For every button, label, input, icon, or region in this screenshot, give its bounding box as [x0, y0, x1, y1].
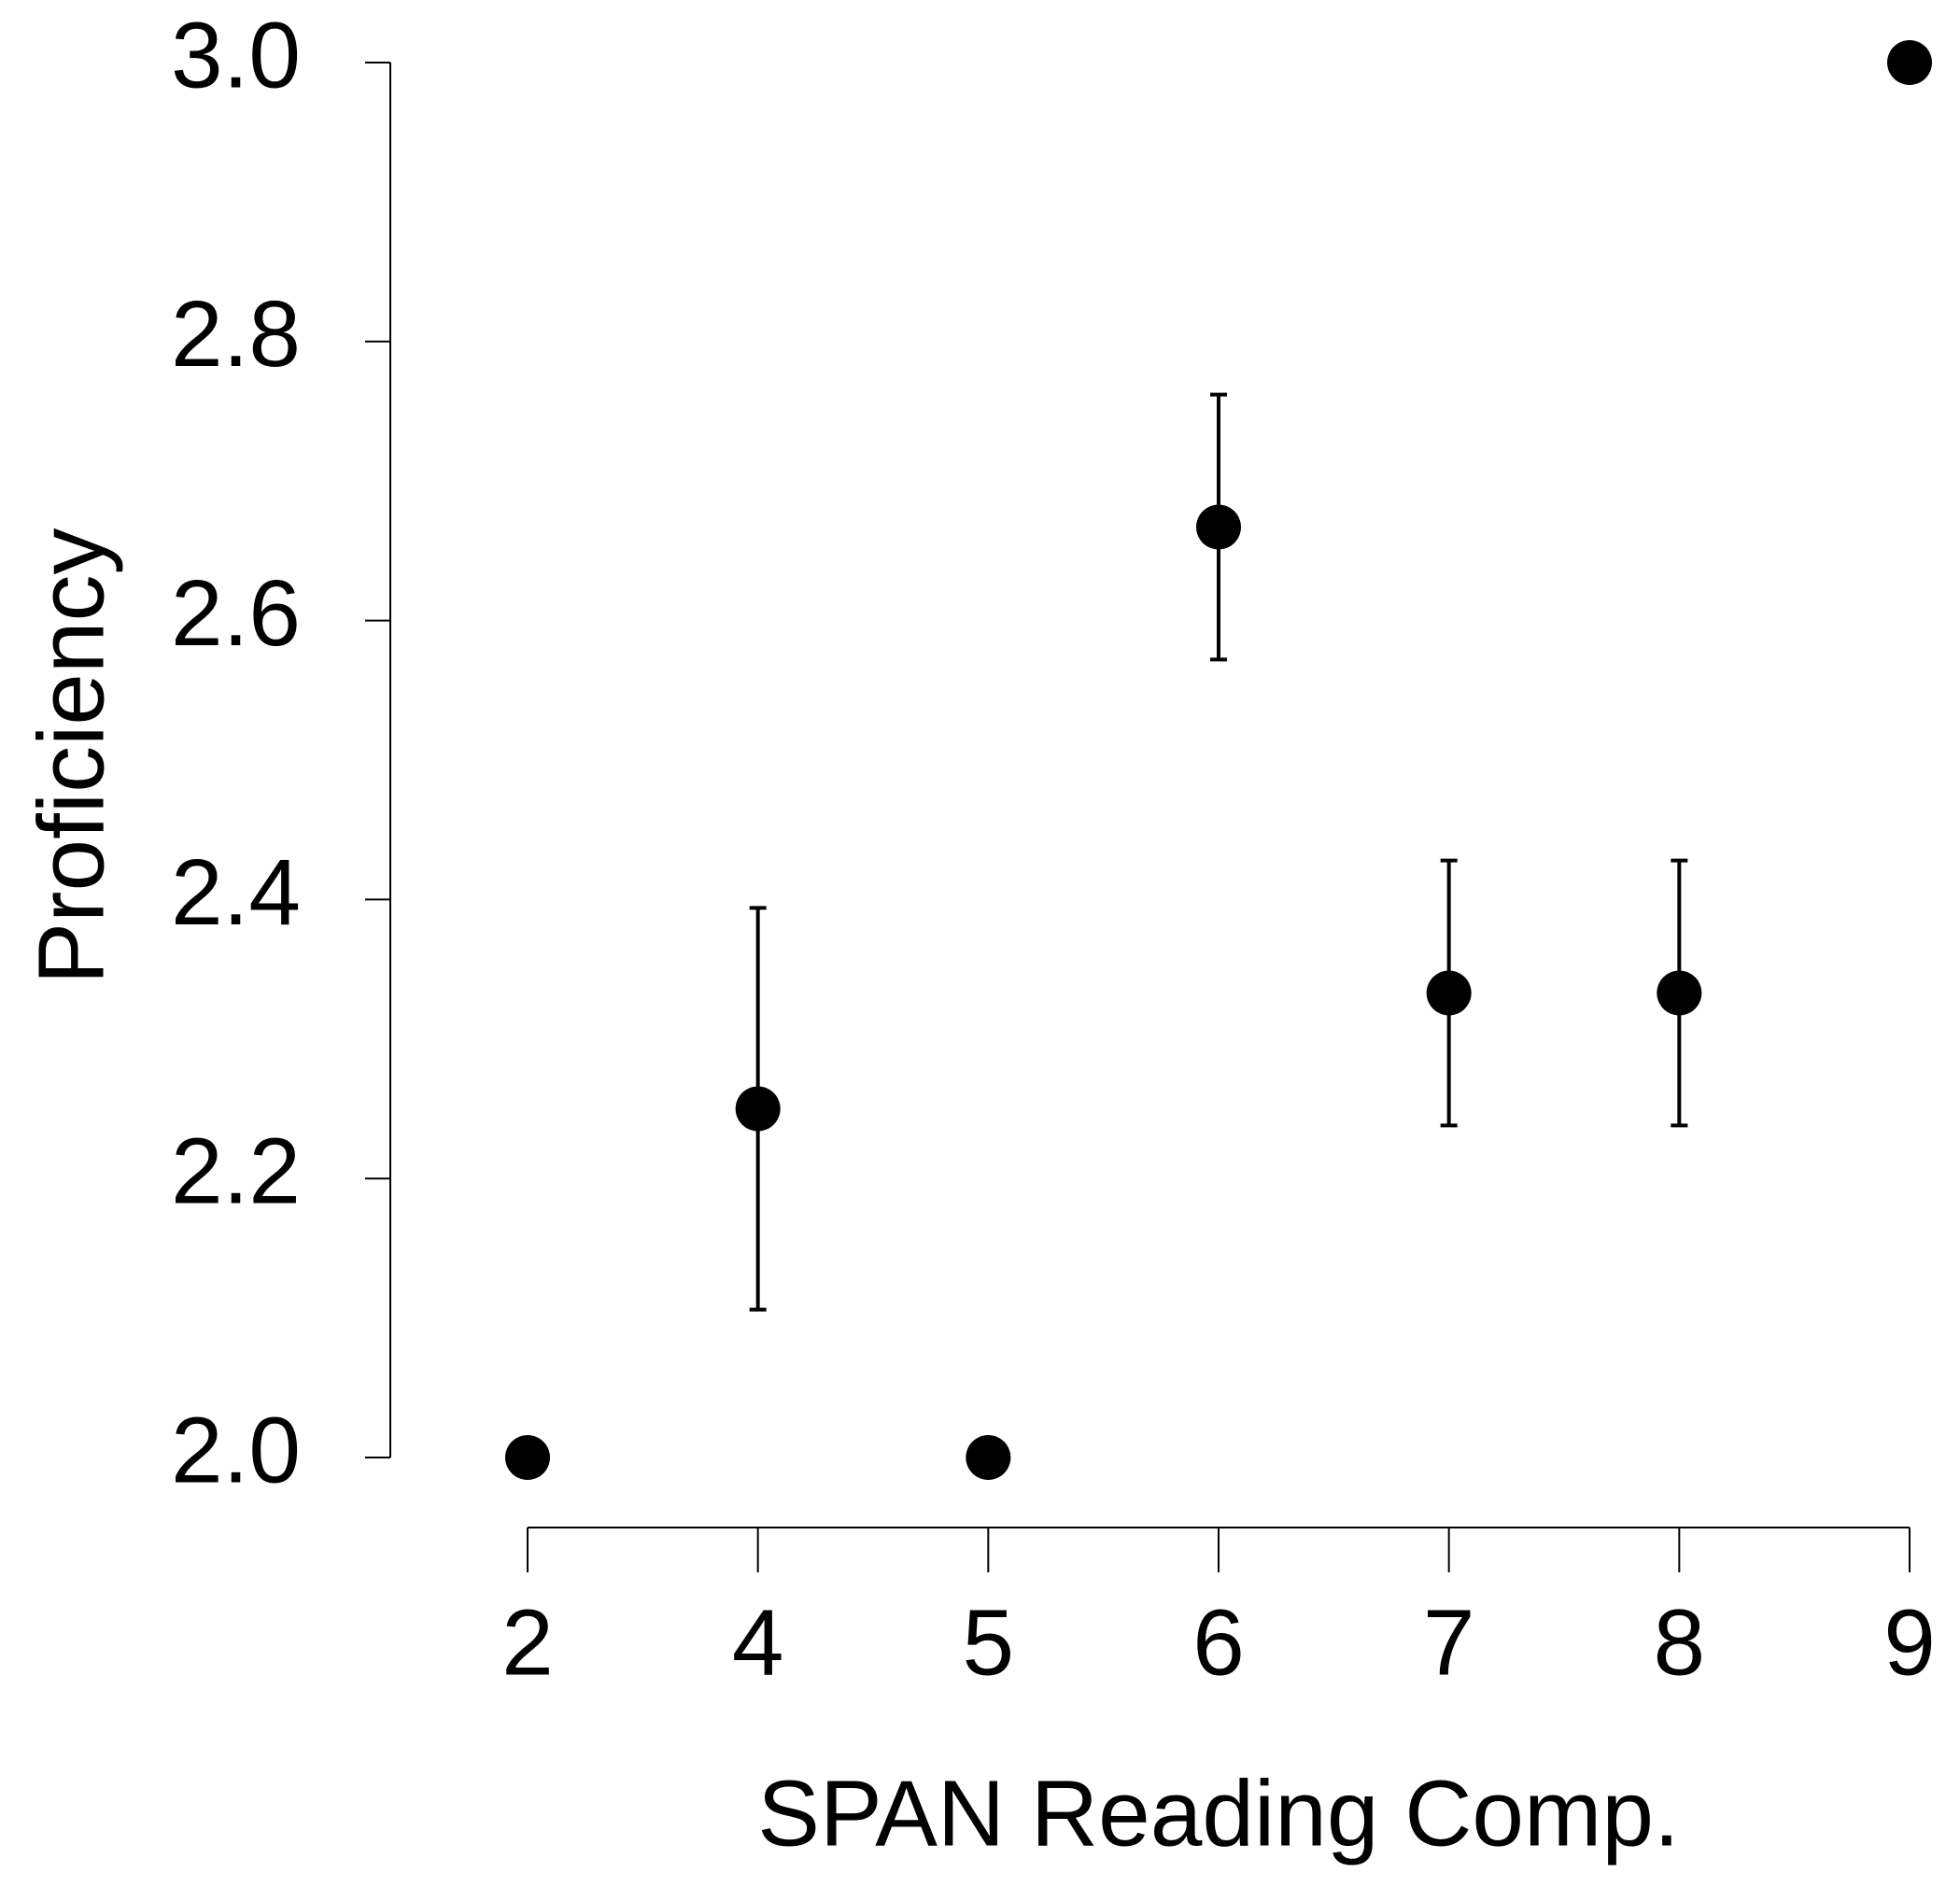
x-tick-label: 9 — [1883, 1590, 1936, 1695]
y-axis-title: Proficiency — [19, 528, 123, 984]
y-tick-label: 2.6 — [171, 561, 301, 666]
x-axis-title: SPAN Reading Comp. — [757, 1761, 1680, 1866]
point — [735, 1086, 781, 1132]
point — [1887, 40, 1932, 85]
y-tick-label: 2.2 — [171, 1119, 301, 1224]
point — [1426, 970, 1472, 1016]
x-tick-label: 5 — [963, 1590, 1015, 1695]
y-tick-label: 2.8 — [171, 282, 301, 387]
y-tick-label: 2.0 — [171, 1398, 301, 1502]
y-tick-label: 2.4 — [171, 840, 301, 945]
x-tick-label: 6 — [1192, 1590, 1245, 1695]
x-tick-label: 4 — [732, 1590, 784, 1695]
x-tick-label: 2 — [501, 1590, 554, 1695]
point — [1196, 504, 1241, 550]
y-tick-label: 3.0 — [171, 3, 301, 107]
point — [1657, 970, 1702, 1016]
point — [966, 1435, 1011, 1480]
point — [505, 1435, 550, 1480]
x-tick-label: 8 — [1654, 1590, 1706, 1695]
x-tick-label: 7 — [1423, 1590, 1475, 1695]
